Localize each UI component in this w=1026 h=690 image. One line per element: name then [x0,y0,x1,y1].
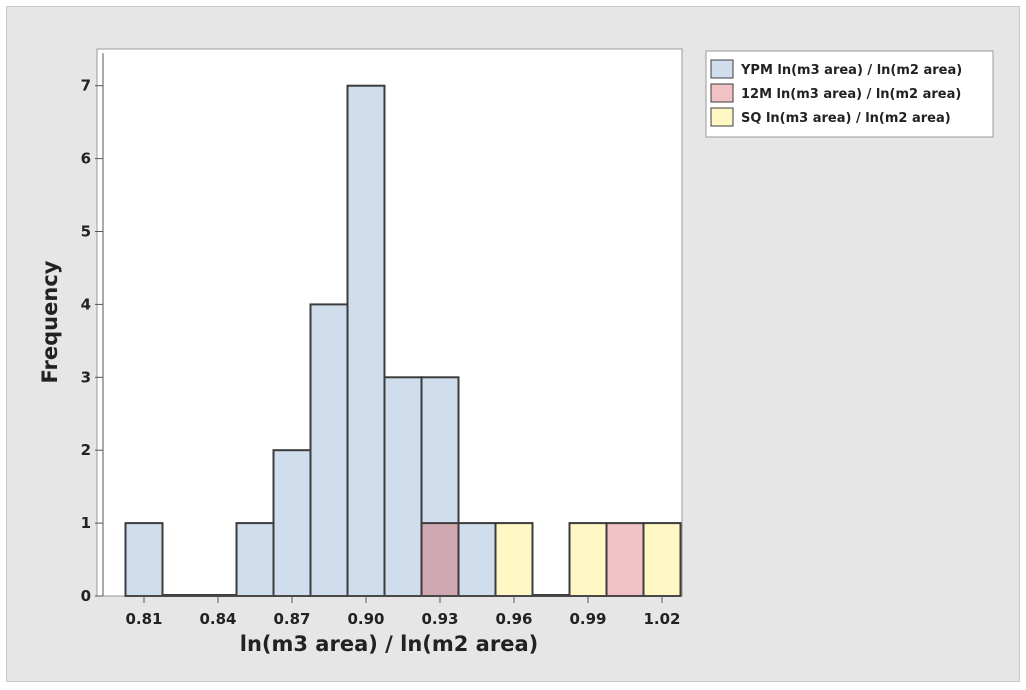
bars-group [124,84,682,598]
bar-12m-0 [420,522,460,597]
x-tick-label-6: 0.99 [569,610,606,628]
x-axis-title: ln(m3 area) / ln(m2 area) [240,632,538,656]
y-tick-label-0: 0 [81,587,91,605]
bar-12m-1 [605,522,645,597]
y-tick-label-1: 1 [81,514,91,532]
y-tick-label-3: 3 [81,368,91,386]
x-tick-label-2: 0.87 [273,610,310,628]
bar-ypm-0 [124,522,164,597]
legend-label-0: YPM ln(m3 area) / ln(m2 area) [740,63,962,78]
x-tick-label-0: 0.81 [125,610,162,628]
y-tick-label-5: 5 [81,223,91,241]
x-tick-label-7: 1.02 [643,610,680,628]
legend-swatch-2 [710,107,734,127]
chart-figure: 0 1 2 3 4 5 6 7 0.81 0.84 0.87 0.90 0.93 0.96 0.99 1.02… [6,6,1020,682]
bar-sq-0 [494,522,534,597]
y-tick-label-7: 7 [81,77,91,95]
bar-ypm-7 [383,376,423,597]
legend-swatch-0 [710,59,734,79]
legend-swatch-1 [710,83,734,103]
legend-label-1: 12M ln(m3 area) / ln(m2 area) [741,87,961,102]
y-axis-title: Frequency [38,260,62,383]
legend-label-2: SQ ln(m3 area) / ln(m2 area) [741,111,951,126]
bar-ypm-9 [457,522,497,597]
bar-ypm-4 [272,449,312,598]
bar-ypm-3 [235,522,275,597]
y-tick-label-4: 4 [81,295,91,313]
histogram-chart: 0 1 2 3 4 5 6 7 0.81 0.84 0.87 0.90 0.93 0.96 0.99 1.02… [38,48,994,656]
x-tick-label-1: 0.84 [199,610,236,628]
y-tick-label-2: 2 [81,441,91,459]
bar-sq-2 [642,522,682,597]
bar-ypm-6 [346,84,386,597]
legend-box [705,50,994,138]
bar-sq-1 [568,522,608,597]
x-tick-label-3: 0.90 [347,610,384,628]
bar-ypm-5 [309,303,349,597]
axes-group: 0 1 2 3 4 5 6 7 0.81 0.84 0.87 0.90 0.93 0.96 0.99 1.02 [81,53,681,628]
x-tick-label-5: 0.96 [495,610,532,628]
y-tick-label-6: 6 [81,150,91,168]
x-tick-label-4: 0.93 [421,610,458,628]
legend: YPM ln(m3 area) / ln(m2 area) 12M ln(m3 a… [705,50,994,138]
